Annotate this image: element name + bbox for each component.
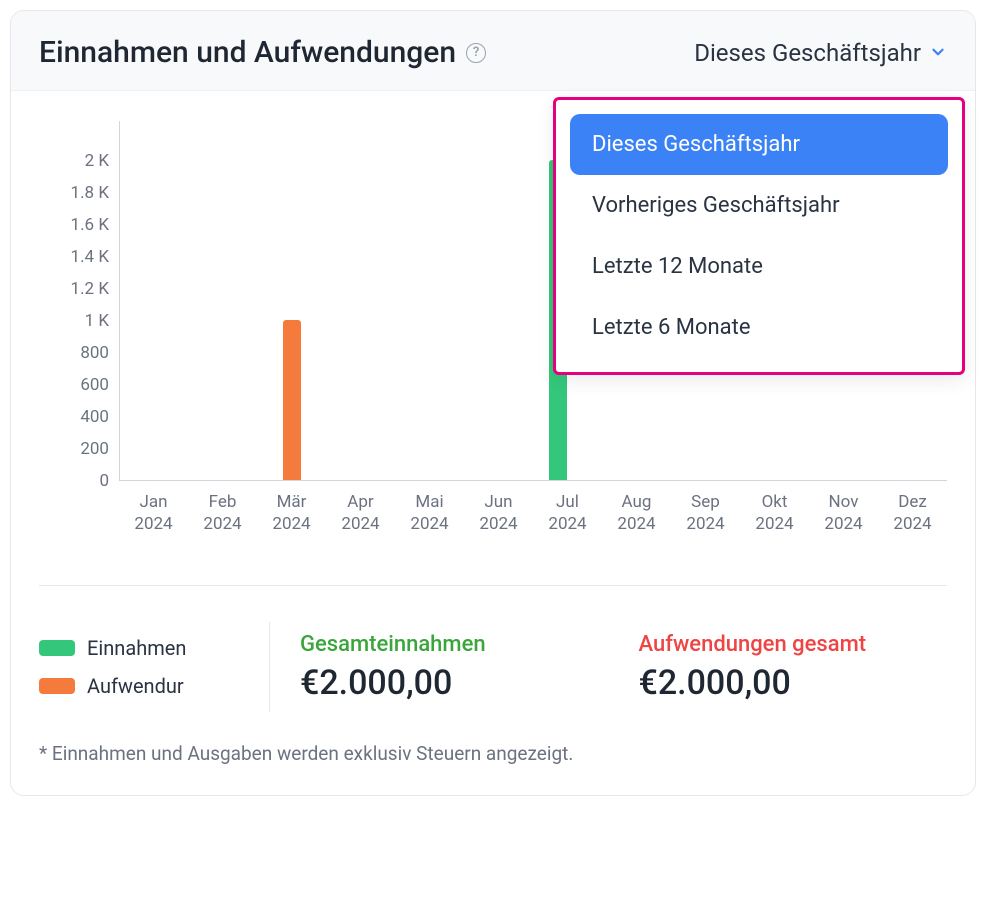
y-tick-label: 1 K <box>39 311 109 331</box>
y-tick-label: 200 <box>39 439 109 459</box>
x-tick-label: Jan2024 <box>119 491 188 535</box>
y-tick-label: 1.4 K <box>39 247 109 267</box>
x-tick-label: Jun2024 <box>464 491 533 535</box>
dropdown-item[interactable]: Letzte 6 Monate <box>570 297 948 358</box>
x-tick-label: Mär2024 <box>257 491 326 535</box>
y-axis: 2 K1.8 K1.6 K1.4 K1.2 K1 K8006004002000 <box>39 121 119 481</box>
bar[interactable] <box>283 320 301 480</box>
summary-row: Einnahmen Aufwendur Gesamteinnahmen €2.00… <box>11 586 975 722</box>
total-expense-block: Aufwendungen gesamt €2.000,00 <box>639 632 948 703</box>
vertical-divider <box>269 622 270 712</box>
legend-label: Einnahmen <box>87 636 186 660</box>
y-tick-label: 2 K <box>39 151 109 171</box>
dropdown-item[interactable]: Letzte 12 Monate <box>570 236 948 297</box>
period-selector[interactable]: Dieses Geschäftsjahr <box>694 39 947 67</box>
chart-legend: Einnahmen Aufwendur <box>39 636 239 698</box>
legend-item: Einnahmen <box>39 636 239 660</box>
period-dropdown: Dieses GeschäftsjahrVorheriges Geschäfts… <box>553 97 965 375</box>
x-axis: Jan2024Feb2024Mär2024Apr2024Mai2024Jun20… <box>119 491 947 535</box>
total-expense-label: Aufwendungen gesamt <box>639 632 948 657</box>
legend-label: Aufwendur <box>87 674 184 698</box>
bar-group <box>283 320 301 480</box>
x-tick-label: Mai2024 <box>395 491 464 535</box>
x-tick-label: Nov2024 <box>809 491 878 535</box>
x-tick-label: Apr2024 <box>326 491 395 535</box>
footnote: * Einnahmen und Ausgaben werden exklusiv… <box>11 722 975 795</box>
title-wrap: Einnahmen und Aufwendungen ? <box>39 35 486 70</box>
period-label: Dieses Geschäftsjahr <box>694 39 921 67</box>
card-title: Einnahmen und Aufwendungen <box>39 35 456 70</box>
card-header: Einnahmen und Aufwendungen ? Dieses Gesc… <box>11 11 975 91</box>
total-income-label: Gesamteinnahmen <box>300 632 609 657</box>
help-icon[interactable]: ? <box>466 43 486 63</box>
y-tick-label: 600 <box>39 375 109 395</box>
total-income-value: €2.000,00 <box>300 663 609 703</box>
x-tick-label: Sep2024 <box>671 491 740 535</box>
total-income-block: Gesamteinnahmen €2.000,00 <box>300 632 609 703</box>
total-expense-value: €2.000,00 <box>639 663 948 703</box>
y-tick-label: 0 <box>39 471 109 491</box>
legend-swatch <box>39 640 75 656</box>
dropdown-item[interactable]: Vorheriges Geschäftsjahr <box>570 175 948 236</box>
y-tick-label: 1.6 K <box>39 215 109 235</box>
x-tick-label: Feb2024 <box>188 491 257 535</box>
y-tick-label: 1.2 K <box>39 279 109 299</box>
y-tick-label: 1.8 K <box>39 183 109 203</box>
legend-item: Aufwendur <box>39 674 239 698</box>
dropdown-item[interactable]: Dieses Geschäftsjahr <box>570 114 948 175</box>
x-tick-label: Jul2024 <box>533 491 602 535</box>
y-tick-label: 800 <box>39 343 109 363</box>
income-expense-card: Einnahmen und Aufwendungen ? Dieses Gesc… <box>10 10 976 796</box>
legend-swatch <box>39 678 75 694</box>
x-tick-label: Aug2024 <box>602 491 671 535</box>
x-tick-label: Okt2024 <box>740 491 809 535</box>
y-tick-label: 400 <box>39 407 109 427</box>
x-tick-label: Dez2024 <box>878 491 947 535</box>
chevron-down-icon <box>929 39 947 67</box>
